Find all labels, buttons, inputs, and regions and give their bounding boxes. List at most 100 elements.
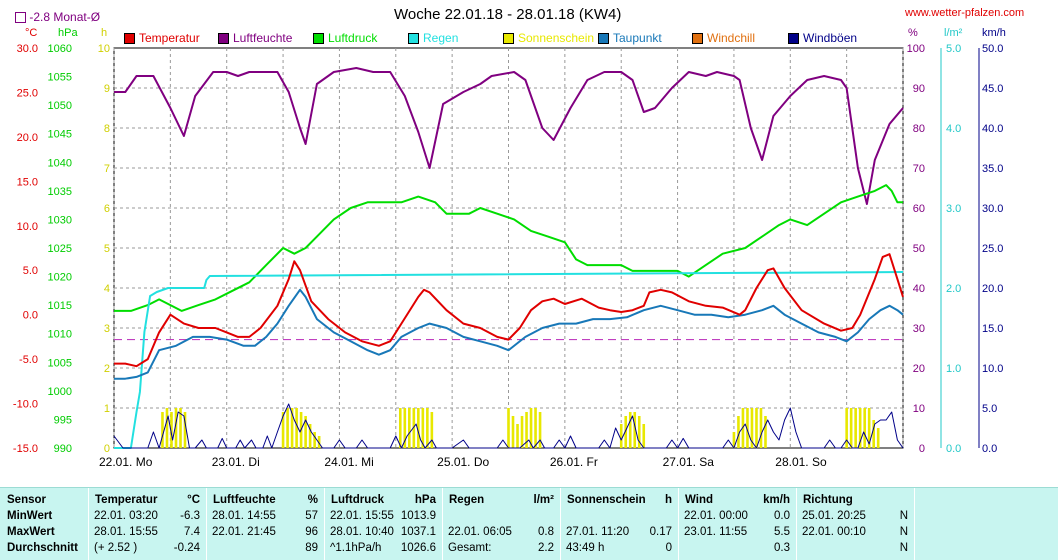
sunshine-bar bbox=[417, 408, 420, 448]
stats-cell-time: ^1.1hPa/h bbox=[330, 542, 382, 554]
x-tick-label: 23.01. Di bbox=[212, 455, 260, 469]
stats-header: Sonnenschein bbox=[567, 494, 646, 506]
sunshine-bar bbox=[290, 408, 294, 448]
tick-label: 70 bbox=[913, 163, 925, 175]
sunshine-bar bbox=[854, 408, 857, 448]
stats-cell-value: 1037.1 bbox=[400, 526, 436, 538]
tick-label: 25.0 bbox=[982, 243, 1003, 255]
series-lines bbox=[113, 67, 904, 449]
stats-header: Wind bbox=[685, 494, 713, 506]
stats-header: Sensor bbox=[7, 494, 46, 506]
axis-unit-label: l/m² bbox=[944, 27, 963, 39]
tick-label: 0.0 bbox=[23, 310, 38, 322]
x-tick-label: 27.01. Sa bbox=[663, 455, 715, 469]
stats-cell-value: -0.24 bbox=[173, 542, 200, 554]
axis-unit-label: % bbox=[908, 27, 918, 39]
tick-label: 2 bbox=[104, 363, 110, 375]
stats-cell-time: 28.01. 10:40 bbox=[330, 526, 394, 538]
legend-swatch bbox=[408, 33, 419, 45]
axis-unit-label: km/h bbox=[982, 27, 1006, 39]
tick-label: 9 bbox=[104, 83, 110, 95]
sunshine-bar bbox=[430, 412, 434, 448]
legend-label: Temperatur bbox=[139, 31, 200, 45]
chart-title: Woche 22.01.18 - 28.01.18 (KW4) bbox=[394, 6, 622, 23]
stats-cell-time: 22.01. 00:10 bbox=[802, 526, 866, 538]
stats-cell-time: 25.01. 20:25 bbox=[802, 510, 866, 522]
tick-label: 20.0 bbox=[982, 283, 1003, 295]
sunshine-bar bbox=[507, 408, 510, 448]
stats-header: Temperatur bbox=[95, 494, 158, 506]
stats-cell-value: -6.3 bbox=[180, 510, 200, 522]
sunshine-bar bbox=[732, 432, 736, 448]
stats-unit: % bbox=[307, 494, 318, 506]
stats-cell-time: 22.01. 15:55 bbox=[330, 510, 394, 522]
sunshine-bar bbox=[516, 424, 519, 448]
stats-cell-time: 28.01. 15:55 bbox=[94, 526, 158, 538]
tick-label: 15.0 bbox=[982, 323, 1003, 335]
series-line-regen bbox=[114, 271, 904, 449]
tick-label: 30.0 bbox=[17, 43, 38, 55]
stats-column: Luftdruck hPa 22.01. 15:55 1013.9 28.01. 10:… bbox=[324, 488, 443, 560]
x-tick-label: 28.01. So bbox=[775, 455, 827, 469]
tick-label: 1020 bbox=[48, 272, 72, 284]
stats-cell-time: 27.01. 11:20 bbox=[566, 526, 630, 538]
series-line-temperatur bbox=[114, 253, 904, 368]
legend-item: Regen bbox=[408, 31, 458, 45]
tick-label: 4 bbox=[104, 283, 110, 295]
sunshine-bar bbox=[511, 416, 515, 448]
x-tick-label: 22.01. Mo bbox=[99, 455, 153, 469]
sunshine-bar bbox=[165, 408, 169, 448]
stats-header: Luftfeuchte bbox=[213, 494, 276, 506]
legend-item: Sonnenschein bbox=[503, 31, 594, 45]
legend-item: Taupunkt bbox=[598, 31, 662, 45]
average-marker-icon bbox=[15, 12, 26, 24]
sunshine-bar bbox=[628, 412, 632, 448]
sunshine-bar bbox=[759, 408, 763, 448]
sunshine-bar bbox=[858, 408, 862, 448]
tick-label: 995 bbox=[54, 414, 72, 426]
stats-column: Wind km/h 22.01. 00:00 0.0 23.01. 11:55 5.5 0.… bbox=[678, 488, 797, 560]
sunshine-bar bbox=[737, 416, 740, 448]
legend-label: Windchill bbox=[707, 31, 756, 45]
stats-unit: km/h bbox=[763, 494, 790, 506]
tick-label: 1.0 bbox=[946, 363, 961, 375]
legend-label: Windböen bbox=[803, 31, 858, 45]
series-line-taupunkt bbox=[114, 288, 904, 380]
tick-label: 10 bbox=[98, 43, 110, 55]
tick-label: 5.0 bbox=[946, 43, 961, 55]
series-line-luftdruck bbox=[114, 184, 903, 312]
tick-label: 90 bbox=[913, 83, 925, 95]
stats-cell-value: 1013.9 bbox=[400, 510, 436, 522]
sunshine-bar bbox=[520, 416, 524, 448]
tick-label: 5.0 bbox=[982, 403, 997, 415]
stats-cell-time: 22.01. 03:20 bbox=[94, 510, 158, 522]
stats-cell-time: 22.01. 06:05 bbox=[448, 526, 512, 538]
sunshine-bar bbox=[849, 408, 853, 448]
tick-label: -15.0 bbox=[13, 443, 38, 455]
tick-label: 0 bbox=[104, 443, 110, 455]
stats-column: Temperatur °C 22.01. 03:20 -6.3 28.01. 15:55… bbox=[88, 488, 207, 560]
tick-label: 0.0 bbox=[982, 443, 997, 455]
sunshine-bar bbox=[534, 408, 537, 448]
tick-label: 30 bbox=[913, 323, 925, 335]
tick-label: 60 bbox=[913, 203, 925, 215]
legend-label: Luftdruck bbox=[328, 31, 378, 45]
legend-item: Luftdruck bbox=[313, 31, 377, 45]
tick-label: 990 bbox=[54, 443, 72, 455]
tick-label: 1010 bbox=[48, 329, 72, 341]
sunshine-bar bbox=[525, 412, 528, 448]
stats-cell-value: 0.17 bbox=[649, 526, 672, 538]
stats-row-label: MaxWert bbox=[7, 526, 55, 538]
tick-label: 5 bbox=[104, 243, 110, 255]
tick-label: 1050 bbox=[48, 100, 72, 112]
tick-label: 1045 bbox=[48, 129, 72, 141]
x-tick-label: 26.01. Fr bbox=[550, 455, 598, 469]
stats-column: Richtung 25.01. 20:25 N 22.01. 00:10 N N bbox=[796, 488, 915, 560]
sunshine-bar bbox=[286, 408, 289, 448]
legend-swatch bbox=[313, 33, 324, 45]
tick-label: 5.0 bbox=[23, 265, 38, 277]
stats-column: Regen l/m² 22.01. 06:05 0.8 Gesamt: 2.2 bbox=[442, 488, 561, 560]
stats-cell-value: 57 bbox=[305, 510, 318, 522]
website-link[interactable]: www.wetter-pfalzen.com bbox=[905, 7, 1025, 19]
sunshine-bar bbox=[398, 408, 402, 448]
